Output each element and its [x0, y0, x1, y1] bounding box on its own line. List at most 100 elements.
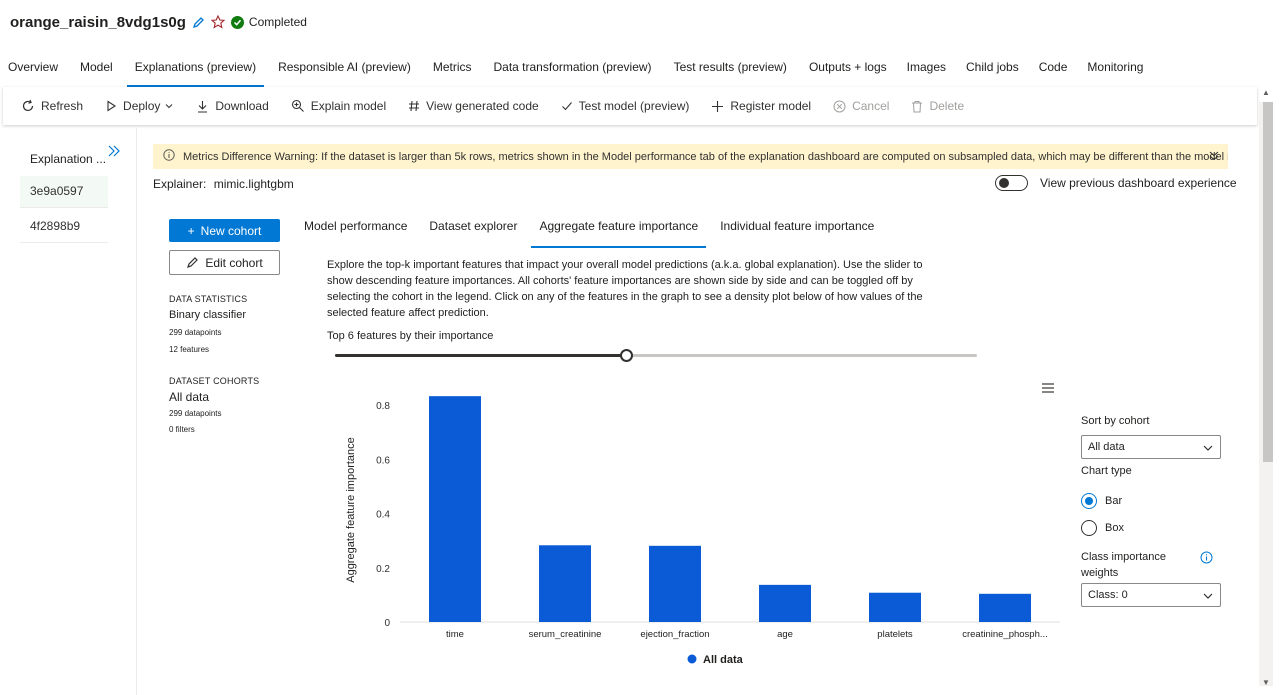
plus-icon [712, 100, 724, 112]
slider-fill [335, 354, 626, 357]
tab-code[interactable]: Code [1038, 60, 1068, 74]
deploy-button[interactable]: Deploy [105, 99, 174, 113]
view-generated-code-button[interactable]: View generated code [408, 99, 539, 113]
box-radio-label: Box [1105, 522, 1124, 534]
command-bar: Refresh Deploy Download Explain model Vi… [3, 87, 1257, 125]
chevron-double-down-icon[interactable] [1208, 150, 1220, 165]
edit-cohort-button[interactable]: Edit cohort [169, 250, 280, 275]
bar[interactable] [539, 545, 591, 622]
warning-text: Metrics Difference Warning: If the datas… [183, 150, 1228, 163]
hamburger-menu-icon[interactable] [1041, 382, 1055, 397]
refresh-button[interactable]: Refresh [21, 99, 83, 113]
cohort-name: All data [169, 390, 210, 404]
scroll-down-arrow-icon[interactable]: ▼ [1262, 678, 1270, 687]
datapoints-count: 299 datapoints [169, 328, 222, 337]
x-tick-label: creatinine_phosph... [962, 629, 1048, 640]
info-icon[interactable] [1200, 551, 1213, 567]
register-model-button[interactable]: Register model [711, 99, 811, 113]
x-tick-label: platelets [877, 629, 913, 640]
tab-data-transformation[interactable]: Data transformation (preview) [493, 60, 652, 74]
cancel-button[interactable]: Cancel [833, 99, 889, 113]
tab-overview[interactable]: Overview [8, 60, 59, 74]
sort-by-cohort-label: Sort by cohort [1081, 415, 1150, 427]
test-model-button[interactable]: Test model (preview) [561, 99, 689, 113]
scroll-up-arrow-icon[interactable]: ▲ [1262, 88, 1270, 97]
cancel-label: Cancel [852, 99, 890, 113]
legend-label[interactable]: All data [703, 654, 744, 666]
tab-dataset-explorer[interactable]: Dataset explorer [429, 219, 518, 233]
refresh-icon [22, 99, 34, 112]
play-icon [107, 100, 117, 112]
pencil-icon[interactable] [192, 16, 205, 29]
tab-images[interactable]: Images [906, 60, 947, 74]
bar[interactable] [649, 545, 701, 622]
run-tabs: Overview Model Explanations (preview) Re… [0, 56, 1151, 87]
slider-thumb[interactable] [620, 349, 633, 362]
feature-importance-description: Explore the top-k important features tha… [327, 259, 923, 319]
bar[interactable] [979, 593, 1031, 622]
checkmark-icon [561, 102, 572, 111]
dashboard-tabs: Model performance Dataset explorer Aggre… [296, 216, 888, 248]
run-title: orange_raisin_8vdg1s0g [10, 13, 186, 31]
chevron-down-icon [1202, 442, 1214, 457]
explainer-info: Explainer: mimic.lightgbm [153, 177, 294, 191]
tab-responsible-ai[interactable]: Responsible AI (preview) [278, 60, 411, 74]
x-tick-label: age [777, 629, 793, 640]
new-cohort-label: New cohort [200, 223, 262, 238]
double-chevron-right-icon[interactable] [107, 144, 121, 161]
class-weights-dropdown[interactable]: Class: 0 [1081, 583, 1221, 607]
y-tick-label: 0.2 [376, 564, 390, 575]
metrics-warning-banner: Metrics Difference Warning: If the datas… [153, 144, 1228, 169]
tab-explanations[interactable]: Explanations (preview) [126, 56, 265, 87]
tab-outputs-logs[interactable]: Outputs + logs [808, 60, 887, 74]
slider-label: Top 6 features by their importance [327, 330, 494, 342]
tab-individual-feature-importance[interactable]: Individual feature importance [720, 219, 875, 233]
explanation-list-panel: Explanation ... 3e9a0597 4f2898b9 [0, 128, 137, 695]
new-cohort-button[interactable]: + New cohort [169, 219, 280, 242]
dataset-cohorts-heading: DATASET COHORTS [169, 376, 260, 386]
plus-icon: + [187, 223, 195, 238]
pencil-icon [187, 257, 199, 268]
tab-child-jobs[interactable]: Child jobs [966, 60, 1019, 74]
explanation-item[interactable]: 4f2898b9 [20, 211, 108, 243]
refresh-label: Refresh [41, 99, 84, 113]
tab-metrics[interactable]: Metrics [432, 60, 472, 74]
chevron-down-icon [166, 104, 173, 109]
legend-swatch[interactable] [687, 654, 697, 664]
sort-by-cohort-dropdown[interactable]: All data [1081, 435, 1221, 459]
class-importance-label: Class importance [1081, 551, 1166, 563]
previous-dashboard-toggle[interactable] [995, 175, 1028, 191]
download-label: Download [215, 99, 269, 113]
top-k-slider[interactable] [335, 349, 977, 362]
tab-monitoring[interactable]: Monitoring [1087, 60, 1144, 74]
page-scrollbar-thumb[interactable] [1263, 102, 1273, 462]
tab-model-performance[interactable]: Model performance [304, 219, 408, 233]
delete-button[interactable]: Delete [911, 99, 964, 113]
bar[interactable] [429, 396, 481, 622]
x-tick-label: ejection_fraction [640, 629, 709, 640]
download-button[interactable]: Download [196, 99, 269, 113]
zoom-search-icon [291, 99, 304, 112]
tab-test-results[interactable]: Test results (preview) [673, 60, 787, 74]
x-tick-label: serum_creatinine [529, 629, 602, 640]
bar-radio-option[interactable]: Bar [1081, 493, 1122, 509]
info-icon [163, 149, 175, 164]
y-tick-label: 0 [384, 618, 390, 629]
y-tick-label: 0.8 [376, 401, 390, 412]
star-icon[interactable] [210, 15, 225, 29]
cancel-circle-icon [833, 100, 846, 112]
y-tick-label: 0.4 [376, 510, 390, 521]
tab-model[interactable]: Model [80, 60, 113, 74]
explanation-list-header: Explanation ... [30, 152, 107, 166]
explain-model-label: Explain model [310, 99, 387, 113]
tab-aggregate-feature-importance[interactable]: Aggregate feature importance [531, 216, 706, 248]
toggle-label: View previous dashboard experience [1040, 176, 1237, 190]
explain-model-button[interactable]: Explain model [291, 99, 386, 113]
bar[interactable] [869, 592, 921, 622]
box-radio-option[interactable]: Box [1081, 520, 1124, 536]
features-count: 12 features [169, 345, 210, 354]
bar-radio[interactable] [1081, 493, 1097, 509]
explanation-item[interactable]: 3e9a0597 [20, 176, 108, 208]
box-radio[interactable] [1081, 520, 1097, 536]
bar[interactable] [759, 584, 811, 622]
